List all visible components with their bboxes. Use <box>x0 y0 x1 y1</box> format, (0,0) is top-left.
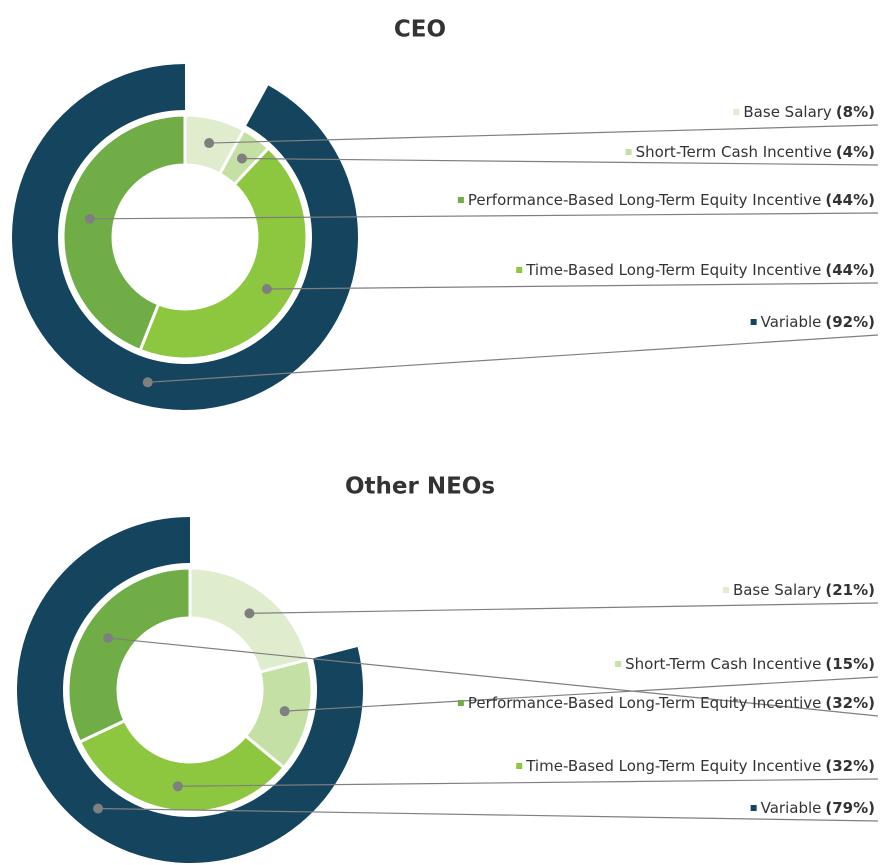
leader-dot <box>204 138 215 149</box>
legend-marker <box>733 109 740 115</box>
label: Time-Based Long-Term Equity Incentive (32… <box>525 757 875 775</box>
label-value: (4%) <box>836 143 875 161</box>
label-name: Short-Term Cash Incentive <box>625 655 821 673</box>
label-value: (15%) <box>825 655 875 673</box>
label-value: (8%) <box>836 103 875 121</box>
label: Variable (79%) <box>761 799 875 817</box>
label-name: Time-Based Long-Term Equity Incentive <box>525 757 821 775</box>
label-name: Time-Based Long-Term Equity Incentive <box>525 261 821 279</box>
label-value: (79%) <box>825 799 875 817</box>
segment <box>77 718 287 814</box>
legend-marker <box>516 267 523 273</box>
leader-dot <box>172 781 183 792</box>
leader-line <box>266 282 879 290</box>
leader-line <box>108 637 879 717</box>
label: Base Salary (8%) <box>743 103 875 121</box>
label-name: Short-Term Cash Incentive <box>636 143 832 161</box>
legend-marker <box>750 319 757 325</box>
label-value: (92%) <box>825 313 875 331</box>
legend-marker <box>615 661 622 667</box>
label: Short-Term Cash Incentive (4%) <box>636 143 875 161</box>
legend-marker <box>516 763 523 769</box>
label-value: (32%) <box>825 694 875 712</box>
leader-line <box>284 676 879 712</box>
legend-marker <box>625 149 632 155</box>
label: Short-Term Cash Incentive (15%) <box>625 655 875 673</box>
label-name: Variable <box>761 799 822 817</box>
label: Performance-Based Long-Term Equity Incen… <box>468 191 875 209</box>
leader-dot <box>279 706 290 717</box>
label-value: (44%) <box>825 191 875 209</box>
leader-line <box>249 602 879 614</box>
label-value: (44%) <box>825 261 875 279</box>
label: Variable (92%) <box>761 313 875 331</box>
label-name: Performance-Based Long-Term Equity Incen… <box>468 191 821 209</box>
chart-title: CEO <box>394 17 446 43</box>
leader-line <box>147 334 879 383</box>
leader-dot <box>142 377 153 388</box>
leader-dot <box>261 283 272 294</box>
segment <box>66 566 192 744</box>
legend-marker <box>722 587 729 593</box>
leader-dot <box>103 633 114 644</box>
legend-marker <box>457 700 464 706</box>
label: Base Salary (21%) <box>733 581 875 599</box>
label-value: (32%) <box>825 757 875 775</box>
leader-line <box>177 778 879 787</box>
legend-marker <box>750 805 757 811</box>
leader-line <box>209 124 879 144</box>
leader-dot <box>93 803 104 814</box>
chart-title: Other NEOs <box>345 474 495 500</box>
label: Time-Based Long-Term Equity Incentive (44… <box>525 261 875 279</box>
leader-line <box>242 157 879 166</box>
leader-line <box>98 807 879 822</box>
leader-dot <box>237 153 248 164</box>
label-name: Base Salary <box>733 581 822 599</box>
label: Performance-Based Long-Term Equity Incen… <box>468 694 875 712</box>
leader-dot <box>244 608 255 619</box>
leader-line <box>89 212 879 220</box>
segment <box>61 113 187 353</box>
label-name: Base Salary <box>743 103 832 121</box>
segment <box>138 145 309 361</box>
label-name: Variable <box>761 313 822 331</box>
legend-marker <box>457 197 464 203</box>
leader-dot <box>84 213 95 224</box>
label-value: (21%) <box>825 581 875 599</box>
label-name: Performance-Based Long-Term Equity Incen… <box>468 694 821 712</box>
